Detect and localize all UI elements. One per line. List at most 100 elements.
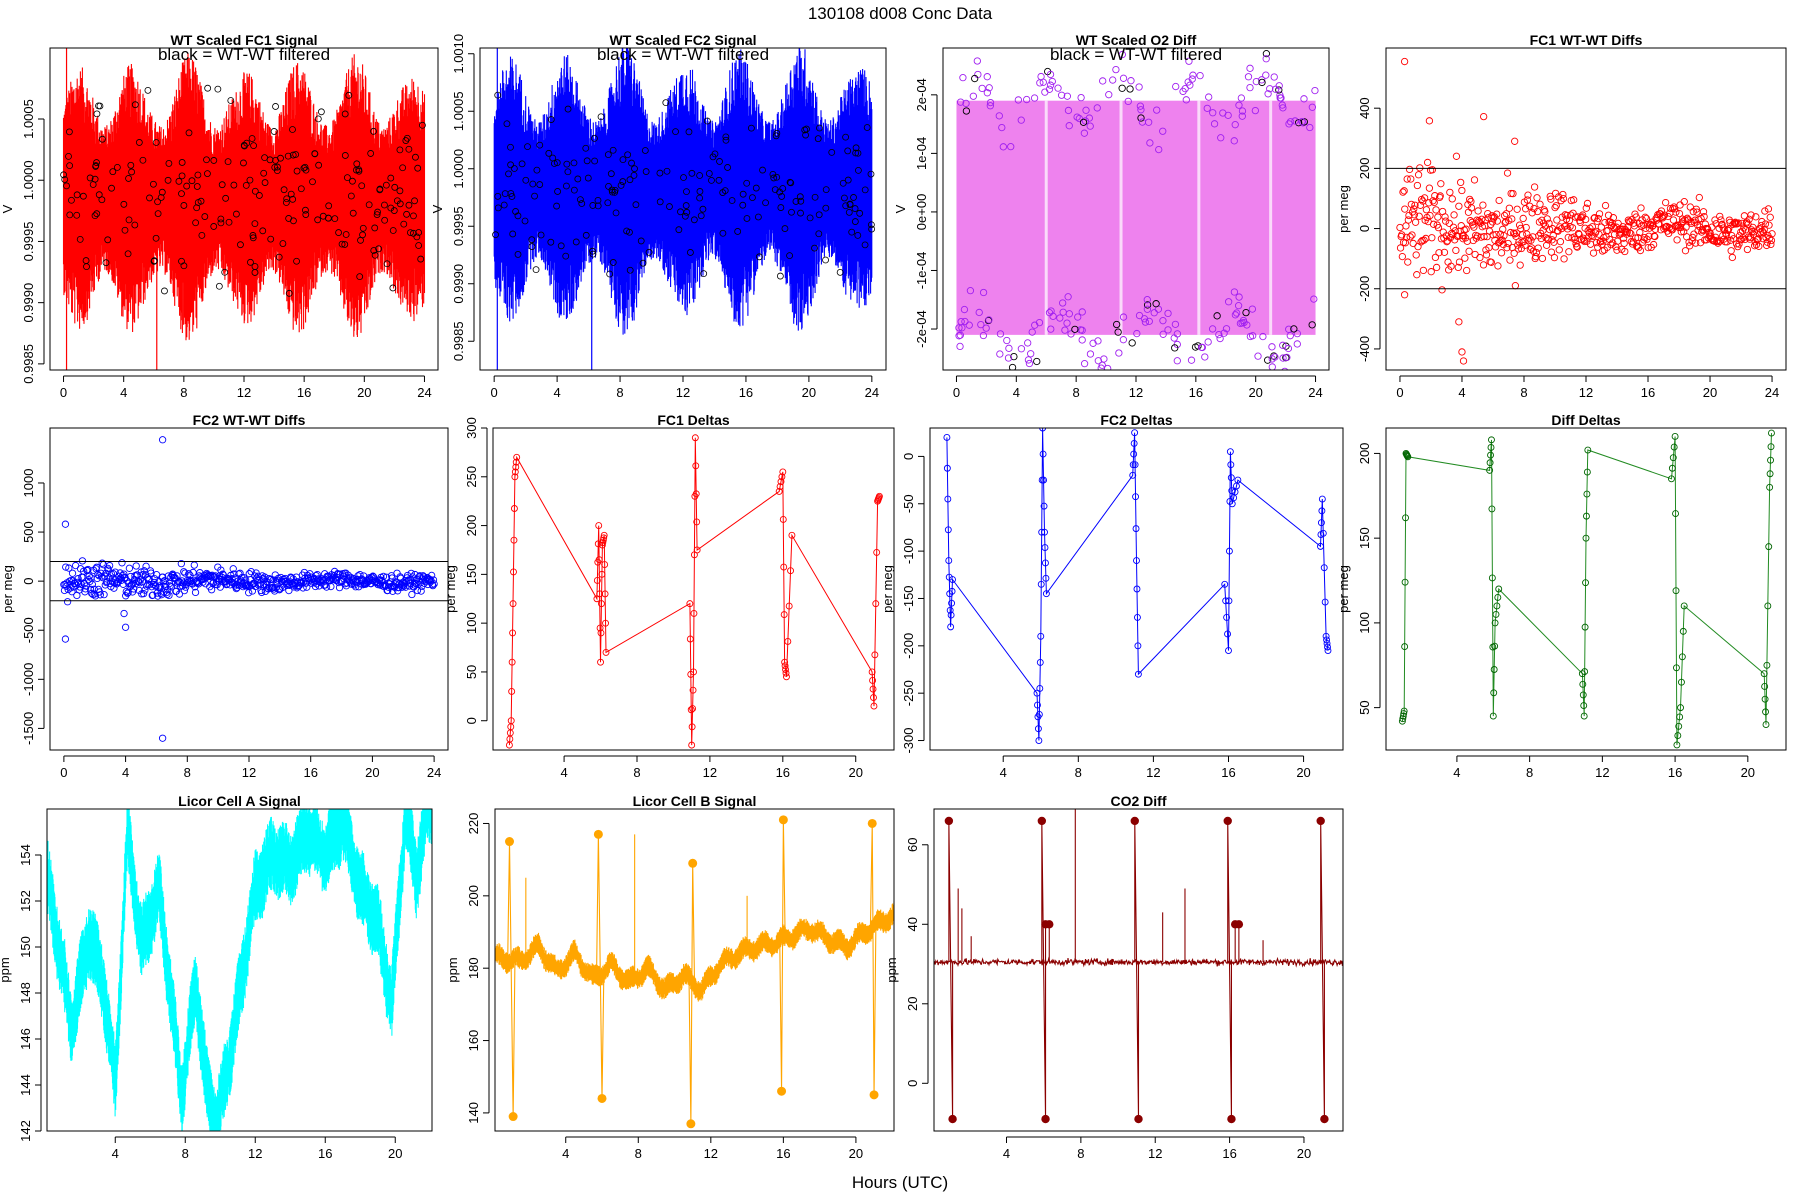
delta-point xyxy=(1678,678,1685,686)
scatter-point xyxy=(1588,223,1596,231)
filtered-point xyxy=(787,179,795,187)
y-tick-label: -250 xyxy=(901,680,916,706)
o2-point xyxy=(1135,83,1143,91)
filtered-point xyxy=(270,128,278,135)
filtered-point xyxy=(563,182,570,190)
scatter-point xyxy=(80,567,88,575)
scatter-point xyxy=(1523,196,1532,204)
delta-point xyxy=(873,548,881,556)
y-axis-label: ppm xyxy=(884,957,899,982)
x-tick-label: 12 xyxy=(1146,765,1160,780)
delta-point xyxy=(1129,471,1137,479)
filtered-point xyxy=(547,116,555,123)
filtered-point xyxy=(251,220,259,228)
o2-gap xyxy=(1044,100,1048,335)
scatter-point xyxy=(1516,261,1524,269)
o2-point xyxy=(1153,106,1161,114)
scatter-point xyxy=(65,564,73,572)
delta-point xyxy=(1399,712,1407,720)
delta-point xyxy=(1318,495,1326,503)
o2-point xyxy=(1182,96,1190,104)
filtered-point xyxy=(754,213,762,221)
scatter-point xyxy=(1588,231,1596,240)
filtered-point xyxy=(345,91,353,99)
delta-point xyxy=(600,534,608,542)
scatter-point xyxy=(1704,225,1712,233)
plot-frame xyxy=(929,427,1344,751)
scatter-point xyxy=(1594,214,1602,223)
licor-b-point xyxy=(867,818,877,828)
scatter-point xyxy=(430,580,438,588)
x-tick-label: 20 xyxy=(357,385,371,400)
o2-point xyxy=(1031,321,1039,329)
filtered-point xyxy=(839,179,847,187)
filtered-point xyxy=(154,210,162,217)
o2-point xyxy=(1205,93,1213,101)
filtered-point xyxy=(131,221,139,229)
scatter-point xyxy=(1515,221,1524,229)
scatter-point xyxy=(313,570,321,579)
scatter-point xyxy=(1463,266,1471,275)
filtered-point xyxy=(606,270,614,278)
scatter-point xyxy=(1515,238,1523,246)
y-tick-label: 200 xyxy=(1357,158,1372,180)
filtered-point xyxy=(518,160,526,168)
scatter-point xyxy=(1737,236,1746,244)
delta-point xyxy=(595,556,603,564)
filtered-point xyxy=(301,163,309,171)
filtered-point xyxy=(677,208,684,216)
scatter-point xyxy=(1713,236,1721,245)
scatter-point xyxy=(1432,263,1441,272)
scatter-point xyxy=(1525,234,1533,242)
o2-point xyxy=(1282,342,1290,350)
co2-switch xyxy=(1234,923,1240,963)
scatter-point xyxy=(1716,212,1724,220)
scatter-point xyxy=(343,579,351,587)
delta-point xyxy=(1034,701,1041,709)
o2-point xyxy=(1179,87,1187,96)
delta-point xyxy=(1492,610,1500,618)
scatter-point xyxy=(1414,171,1423,179)
x-tick-label: 16 xyxy=(297,385,311,400)
y-tick-label: 0.9995 xyxy=(451,206,466,246)
filtered-point xyxy=(762,199,769,207)
o2-point xyxy=(1213,312,1221,320)
filtered-point xyxy=(91,212,99,220)
delta-point xyxy=(598,541,606,549)
scatter-point xyxy=(1467,204,1476,212)
scatter-point xyxy=(1508,215,1516,223)
x-tick-label: 4 xyxy=(1458,385,1465,400)
scatter-point xyxy=(258,588,266,597)
delta-point xyxy=(594,540,602,548)
x-tick-label: 12 xyxy=(703,765,717,780)
scatter-point xyxy=(1492,230,1500,239)
scatter-point xyxy=(139,589,148,598)
scatter-point xyxy=(1666,204,1675,213)
o2-point xyxy=(1080,129,1089,137)
scatter-point xyxy=(159,573,167,581)
filtered-point xyxy=(125,216,133,224)
o2-point xyxy=(1155,145,1163,154)
delta-point xyxy=(947,623,955,631)
scatter-point xyxy=(1458,186,1466,195)
scatter-point xyxy=(1493,217,1501,225)
delta-point xyxy=(1677,704,1684,712)
filtered-point xyxy=(277,154,284,162)
delta-point xyxy=(601,590,609,598)
filtered-point xyxy=(125,175,132,182)
delta-point xyxy=(1490,666,1498,673)
scatter-point xyxy=(1470,223,1478,231)
scatter-point xyxy=(404,577,412,585)
scatter-point xyxy=(1735,240,1743,248)
scatter-point xyxy=(208,571,216,579)
x-tick-label: 0 xyxy=(1396,385,1403,400)
o2-point xyxy=(955,324,963,332)
x-tick-label: 0 xyxy=(491,385,498,400)
scatter-point xyxy=(1524,237,1533,245)
filtered-point xyxy=(267,235,275,243)
x-tick-label: 12 xyxy=(1579,385,1593,400)
licor-b-switch xyxy=(779,819,786,1092)
filtered-point xyxy=(861,186,869,194)
o2-point xyxy=(1118,84,1126,92)
scatter-point xyxy=(1506,256,1514,264)
